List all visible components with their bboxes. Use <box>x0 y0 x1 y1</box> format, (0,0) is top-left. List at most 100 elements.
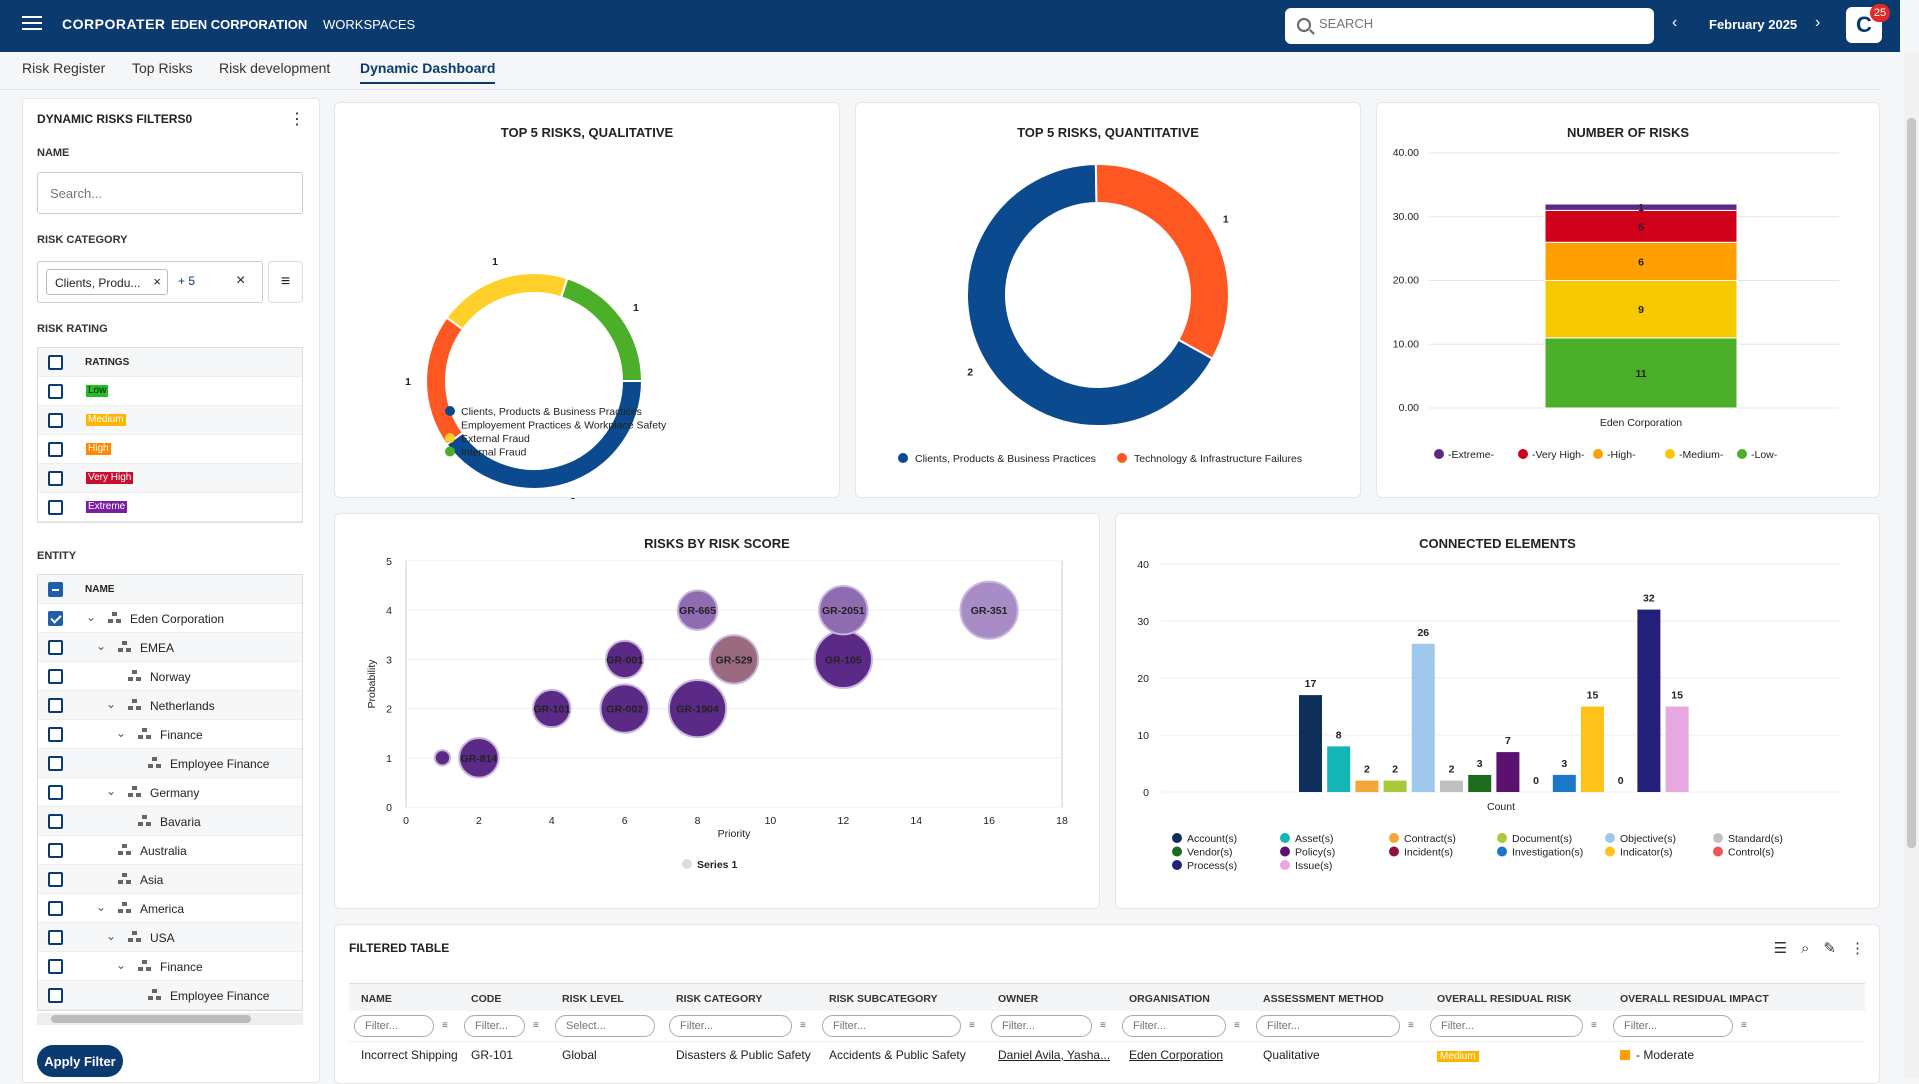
bar[interactable] <box>1440 780 1463 792</box>
bar[interactable] <box>1581 706 1604 793</box>
name-search-input[interactable] <box>37 172 303 214</box>
entity-checkbox[interactable] <box>48 640 63 655</box>
hamburger-menu-icon[interactable] <box>22 16 42 34</box>
rating-checkbox[interactable] <box>48 471 63 486</box>
entity-checkbox[interactable] <box>48 611 63 626</box>
bar[interactable] <box>1411 643 1435 792</box>
filter-icon[interactable]: ≡ <box>1100 1020 1106 1031</box>
scroll-thumb[interactable] <box>51 1015 251 1023</box>
chevron-down-icon[interactable]: ⌄ <box>96 639 107 653</box>
column-filter-input[interactable] <box>991 1015 1092 1037</box>
bar[interactable] <box>1637 609 1661 792</box>
rating-row[interactable]: Medium <box>38 406 302 435</box>
column-filter-input[interactable] <box>1430 1015 1583 1037</box>
entity-row[interactable]: ⌄ America <box>38 894 302 923</box>
bubble[interactable] <box>433 749 452 767</box>
entity-checkbox[interactable] <box>48 988 63 1003</box>
entity-checkbox[interactable] <box>48 959 63 974</box>
stacked-bar-segment[interactable] <box>1544 203 1738 211</box>
table-row[interactable]: Incorrect Shipping GR-101 Global Disasters … <box>349 1041 1865 1067</box>
rating-checkbox[interactable] <box>48 442 63 457</box>
owner-link[interactable]: Daniel Avila, Yasha... <box>998 1048 1111 1062</box>
entity-row[interactable]: ⌄ Finance <box>38 952 302 981</box>
column-header[interactable]: ORGANISATION <box>1129 993 1210 1005</box>
filter-icon[interactable]: ≡ <box>1234 1020 1240 1031</box>
tab-top-risks[interactable]: Top Risks <box>132 60 193 76</box>
tab-risk-development[interactable]: Risk development <box>219 60 331 76</box>
rating-checkbox[interactable] <box>48 500 63 515</box>
entity-row[interactable]: ⌄ EMEA <box>38 633 302 662</box>
bar[interactable] <box>1355 780 1379 792</box>
rating-row[interactable]: Extreme <box>38 493 302 522</box>
nav-eden-corporation[interactable]: EDEN CORPORATION <box>171 17 308 32</box>
chip-remove-icon[interactable]: × <box>153 274 161 289</box>
bar[interactable] <box>1468 774 1492 792</box>
table-cell-org[interactable]: Eden Corporation <box>1129 1048 1223 1062</box>
entity-checkbox[interactable] <box>48 698 63 713</box>
bar[interactable] <box>1383 780 1407 792</box>
risk-level-select[interactable] <box>555 1015 655 1037</box>
entity-row[interactable]: ⌄ Eden Corporation <box>38 604 302 633</box>
notification-badge[interactable]: 25 <box>1870 4 1890 22</box>
bubble[interactable] <box>959 580 1019 640</box>
column-header[interactable]: NAME <box>361 993 392 1005</box>
table-cell-owner[interactable]: Daniel Avila, Yasha... <box>998 1048 1110 1062</box>
more-vertical-icon[interactable]: ⋮ <box>1850 940 1865 957</box>
bar[interactable] <box>1665 706 1689 793</box>
entity-checkbox[interactable] <box>48 901 63 916</box>
rating-row[interactable]: Very High <box>38 464 302 493</box>
column-filter-input[interactable] <box>669 1015 792 1037</box>
entity-row[interactable]: ⌄ USA <box>38 923 302 952</box>
corporater-logo[interactable]: CORPORATER <box>62 16 166 32</box>
column-header[interactable]: ASSESSMENT METHOD <box>1263 993 1384 1005</box>
chevron-down-icon[interactable]: ⌄ <box>106 929 117 943</box>
column-header[interactable]: RISK SUBCATEGORY <box>829 993 938 1005</box>
filter-icon[interactable]: ≡ <box>1591 1020 1597 1031</box>
chevron-down-icon[interactable]: ⌄ <box>116 726 127 740</box>
entity-row[interactable]: Australia <box>38 836 302 865</box>
column-filter-input[interactable] <box>822 1015 961 1037</box>
bar[interactable] <box>1552 774 1576 792</box>
search-icon[interactable]: ⌕ <box>1801 940 1810 957</box>
entity-checkbox[interactable] <box>48 756 63 771</box>
bubble[interactable] <box>458 737 500 779</box>
bubble[interactable] <box>667 679 728 739</box>
filter-icon[interactable]: ≡ <box>1408 1020 1414 1031</box>
filter-icon[interactable]: ≡ <box>442 1020 448 1031</box>
donut-slice[interactable] <box>425 316 465 446</box>
list-add-icon[interactable]: ≡ <box>268 261 303 303</box>
column-header[interactable]: OWNER <box>998 993 1039 1005</box>
select-all-entities-checkbox[interactable] <box>48 582 63 597</box>
entity-row[interactable]: ⌄ Finance <box>38 720 302 749</box>
next-period-chevron-icon[interactable]: › <box>1815 14 1821 31</box>
chevron-down-icon[interactable]: ⌄ <box>106 697 117 711</box>
rating-row[interactable]: Low <box>38 377 302 406</box>
bar[interactable] <box>1496 752 1520 792</box>
entity-checkbox[interactable] <box>48 872 63 887</box>
tab-risk-register[interactable]: Risk Register <box>22 60 106 76</box>
stacked-bar-segment[interactable] <box>1544 209 1738 243</box>
edit-icon[interactable]: ✎ <box>1823 940 1836 957</box>
scroll-thumb[interactable] <box>1907 118 1916 848</box>
nav-workspaces[interactable]: WORKSPACES <box>323 17 416 32</box>
entity-row[interactable]: ⌄ Netherlands <box>38 691 302 720</box>
entity-checkbox[interactable] <box>48 785 63 800</box>
chevron-down-icon[interactable]: ⌄ <box>96 900 107 914</box>
donut-slice[interactable] <box>445 272 569 331</box>
column-header[interactable]: OVERALL RESIDUAL IMPACT <box>1620 993 1769 1005</box>
bubble[interactable] <box>818 585 869 636</box>
column-filter-input[interactable] <box>354 1015 434 1037</box>
chevron-down-icon[interactable]: ⌄ <box>86 610 97 624</box>
tab-dynamic-dashboard[interactable]: Dynamic Dashboard <box>360 60 496 84</box>
clear-icon[interactable]: × <box>236 272 246 289</box>
column-header[interactable]: OVERALL RESIDUAL RISK <box>1437 993 1572 1005</box>
filter-icon[interactable]: ≡ <box>533 1020 539 1031</box>
column-filter-input[interactable] <box>1256 1015 1400 1037</box>
filter-icon[interactable]: ≡ <box>1741 1020 1747 1031</box>
filter-icon[interactable]: ≡ <box>969 1020 975 1031</box>
bubble[interactable] <box>676 589 719 631</box>
filter-icon[interactable]: ☰ <box>1773 940 1788 957</box>
entity-checkbox[interactable] <box>48 669 63 684</box>
entity-checkbox[interactable] <box>48 727 63 742</box>
donut-slice[interactable] <box>559 277 644 382</box>
